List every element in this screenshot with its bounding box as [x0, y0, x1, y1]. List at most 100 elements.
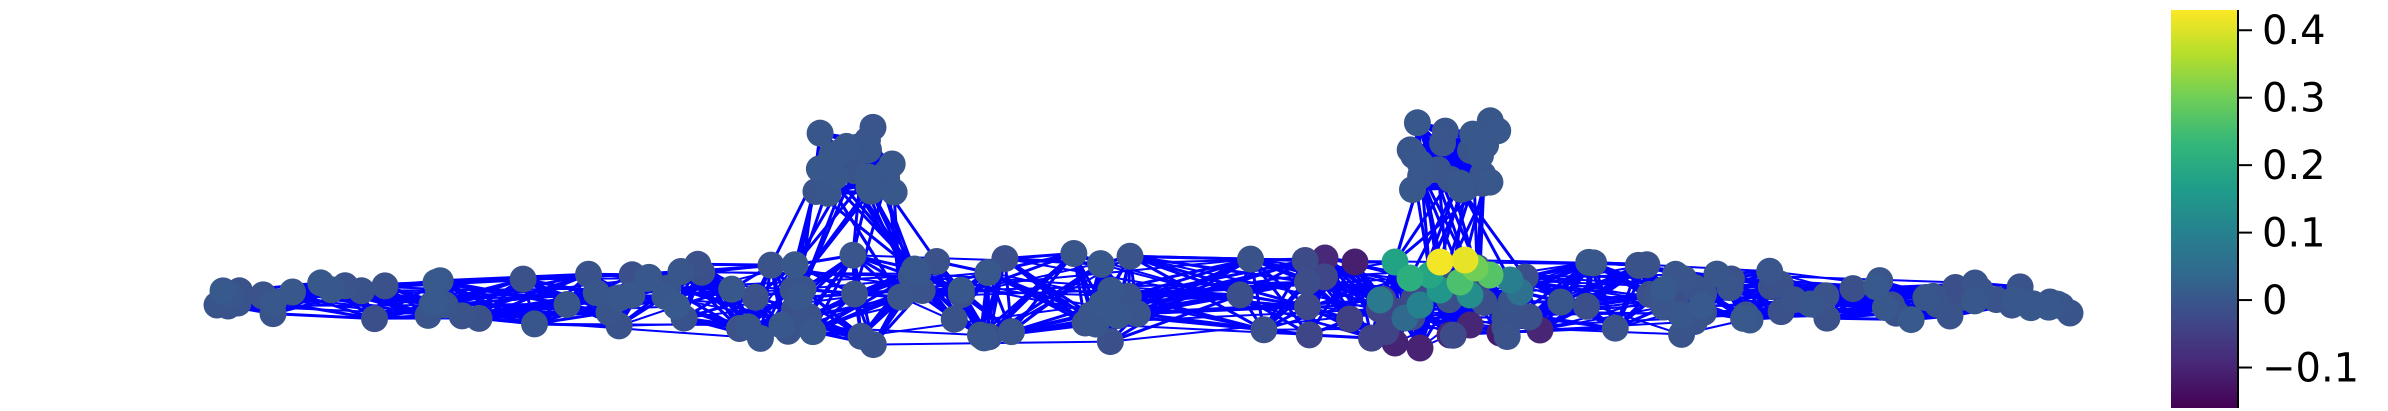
graph-node: [1082, 310, 1110, 338]
graph-node: [880, 178, 908, 206]
colorbar-tick-label: 0: [2262, 278, 2287, 324]
graph-edge: [1249, 258, 1311, 336]
colorbar-tick-label: 0.4: [2262, 8, 2326, 54]
graph-edge: [793, 175, 869, 266]
graph-node: [2035, 293, 2063, 321]
graph-node: [1399, 176, 1427, 204]
graph-node: [667, 258, 695, 286]
graph-node: [1336, 305, 1364, 333]
graph-node: [1429, 129, 1457, 157]
graph-edge: [1459, 188, 1512, 281]
graph-node: [785, 284, 813, 312]
graph-node: [1961, 287, 1989, 315]
graph-edge: [1129, 254, 1308, 284]
graph-node: [799, 318, 827, 346]
graph-node: [1294, 293, 1322, 321]
graph-edge: [1010, 252, 1075, 333]
graph-node: [1703, 260, 1731, 288]
graph-node: [317, 276, 345, 304]
colorbar-tick-label: 0.3: [2262, 76, 2326, 122]
graph-node: [1871, 294, 1899, 322]
graph-node: [847, 322, 875, 350]
graph-node: [1601, 314, 1629, 342]
graph-node: [1341, 248, 1369, 276]
graph-node: [1123, 300, 1151, 328]
graph-node: [520, 310, 548, 338]
graph-node: [1237, 245, 1265, 273]
graph-node: [1575, 248, 1603, 276]
colorbar-ticks: 0.4 0.3 0.2 0.1 0 −0.1: [2238, 8, 2359, 392]
graph-node: [422, 268, 450, 296]
graph-node: [974, 259, 1002, 287]
graph-edge: [444, 278, 524, 306]
colorbar: 0.4 0.3 0.2 0.1 0 −0.1: [2171, 8, 2359, 408]
graph-node: [757, 251, 785, 279]
graph-node: [1547, 288, 1575, 316]
graph-node: [582, 279, 610, 307]
graph-node: [1406, 291, 1434, 319]
graph-node: [209, 277, 237, 305]
graph-node: [1756, 257, 1784, 285]
graph-edge: [1129, 254, 1265, 332]
graph-node: [901, 255, 929, 283]
graph-node: [509, 265, 537, 293]
graph-node: [1451, 246, 1479, 274]
graph-node: [781, 251, 809, 279]
graph-node: [998, 318, 1026, 346]
graph-edge: [435, 281, 568, 306]
graph-node: [734, 313, 762, 341]
graph-node: [1295, 321, 1323, 349]
graph-node: [1447, 175, 1475, 203]
graph-node: [663, 292, 691, 320]
graph-edge: [1136, 257, 1252, 316]
graph-node: [421, 288, 449, 316]
graph-node: [1633, 251, 1661, 279]
graph-edge: [865, 139, 913, 277]
graph-node: [826, 138, 854, 166]
graph-node: [1897, 306, 1925, 334]
graph-node: [1439, 321, 1467, 349]
graph-node: [1226, 281, 1254, 309]
graph-node: [1311, 244, 1339, 272]
graph-node: [1426, 248, 1454, 276]
graph-node: [1862, 273, 1890, 301]
graph-node: [1396, 264, 1424, 292]
graph-node: [718, 275, 746, 303]
graph-node: [1670, 265, 1698, 293]
graph-node: [1472, 131, 1500, 159]
graph-node: [633, 264, 661, 292]
graph-node: [947, 276, 975, 304]
graph-node: [1293, 268, 1321, 296]
graph-node: [1688, 292, 1716, 320]
colorbar-gradient: [2171, 10, 2238, 408]
graph-node: [1060, 239, 1088, 267]
graph-node: [1291, 246, 1319, 274]
graph-node: [606, 284, 634, 312]
graph-node: [854, 136, 882, 164]
graph-nodes: [203, 107, 2084, 362]
graph-node: [1650, 276, 1678, 304]
graph-node: [371, 272, 399, 300]
graph-node: [1476, 168, 1504, 196]
graph-node: [2008, 288, 2036, 316]
graph-node: [361, 305, 389, 333]
graph-edge: [1129, 254, 1308, 309]
graph-node: [1104, 302, 1132, 330]
graph-node: [1796, 290, 1824, 318]
graph-node: [768, 311, 796, 339]
colorbar-tick-label: 0.2: [2262, 143, 2326, 189]
colorbar-tick-label: 0.1: [2262, 211, 2326, 257]
graph-node: [260, 288, 288, 316]
graph-node: [1668, 320, 1696, 348]
graph-node: [741, 283, 769, 311]
graph-node: [839, 241, 867, 269]
graph-node: [1493, 323, 1521, 351]
graph-node: [855, 173, 883, 201]
graph-node: [1839, 275, 1867, 303]
graph-edge: [1459, 188, 1527, 278]
graph-node: [1366, 286, 1394, 314]
graph-edge: [680, 270, 874, 346]
graph-node: [1936, 302, 1964, 330]
graph-node: [553, 291, 581, 319]
